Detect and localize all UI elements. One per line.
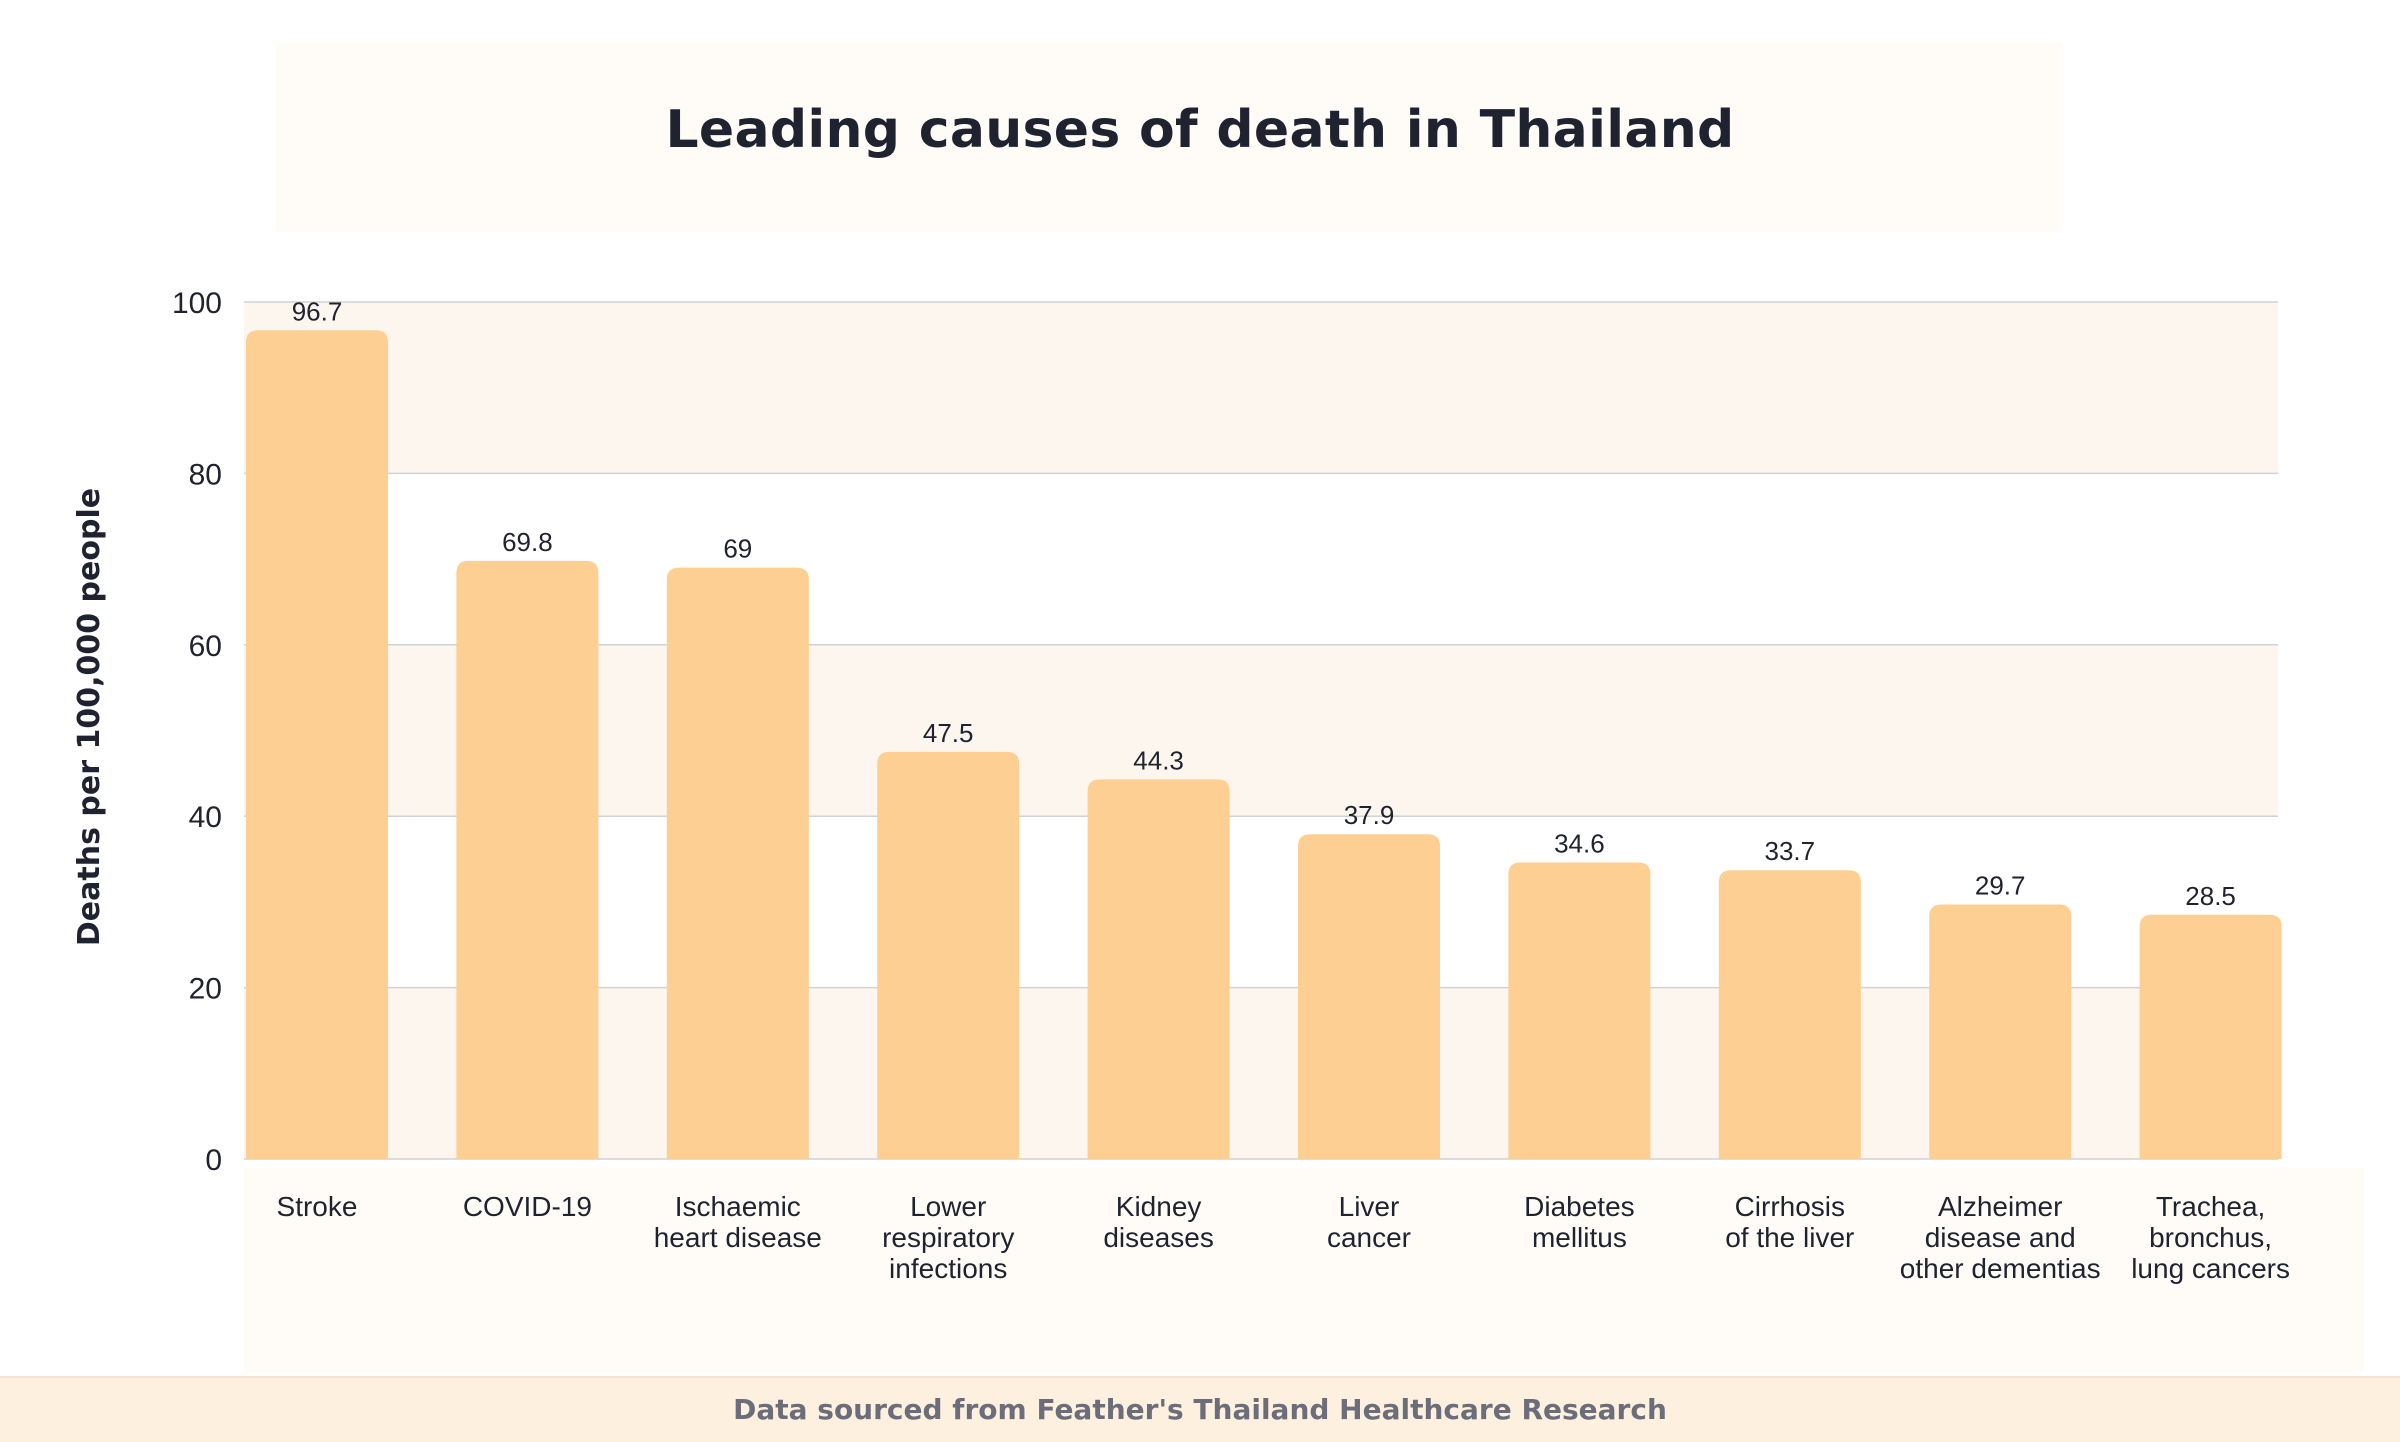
bar-9	[2139, 914, 2282, 1159]
y-tick-label: 100	[172, 287, 222, 320]
category-label-line: respiratory	[882, 1222, 1014, 1253]
bar-8	[1929, 904, 2072, 1159]
y-tick-label: 0	[205, 1144, 222, 1177]
category-label-line: Lower	[910, 1191, 986, 1222]
y-axis-label: Deaths per 100,000 people	[72, 487, 107, 947]
category-label-line: Ischaemic	[675, 1191, 801, 1222]
bar-chart: 0 20 40 60 80 100 96.7 69.8 69 47.5 44.3 37.9 34.6 3…	[172, 287, 2290, 1284]
category-label-line: lung cancers	[2131, 1253, 2290, 1284]
bars	[246, 330, 2282, 1159]
category-label-line: Stroke	[277, 1191, 358, 1222]
y-tick-label: 80	[189, 458, 222, 491]
category-label-line: other dementias	[1900, 1253, 2101, 1284]
band-4	[244, 302, 2278, 474]
y-tick-label: 20	[189, 973, 222, 1006]
value-label-0: 96.7	[292, 296, 343, 326]
value-label-5: 37.9	[1344, 800, 1395, 830]
category-labels: Stroke COVID-19 Ischaemic heart disease Lowe…	[277, 1191, 2290, 1284]
category-label-line: Kidney	[1116, 1191, 1202, 1222]
title-panel	[276, 42, 2062, 232]
category-label-1: COVID-19	[463, 1191, 592, 1222]
category-label-9: Trachea, bronchus, lung cancers	[2131, 1191, 2290, 1284]
value-label-6: 34.6	[1554, 828, 1605, 858]
chart-title: Leading causes of death in Thailand	[665, 100, 1735, 160]
category-label-4: Kidney diseases	[1103, 1191, 1214, 1253]
bar-3	[877, 751, 1020, 1159]
value-label-7: 33.7	[1764, 836, 1815, 866]
category-label-7: Cirrhosis of the liver	[1725, 1191, 1854, 1253]
value-label-2: 69	[723, 534, 752, 564]
y-tick-label: 40	[189, 801, 222, 834]
category-label-panel	[244, 1168, 2364, 1374]
value-label-4: 44.3	[1133, 745, 1184, 775]
value-labels: 96.7 69.8 69 47.5 44.3 37.9 34.6 33.7 29.7 28.5	[292, 296, 2236, 910]
category-label-line: mellitus	[1532, 1222, 1627, 1253]
category-label-3: Lower respiratory infections	[882, 1191, 1014, 1284]
category-label-6: Diabetes mellitus	[1524, 1191, 1635, 1253]
category-label-line: bronchus,	[2149, 1222, 2272, 1253]
category-label-line: of the liver	[1725, 1222, 1854, 1253]
category-label-0: Stroke	[277, 1191, 358, 1222]
category-label-line: disease and	[1925, 1222, 2076, 1253]
value-label-1: 69.8	[502, 527, 553, 557]
y-tick-label: 60	[189, 630, 222, 663]
category-label-line: heart disease	[654, 1222, 822, 1253]
bar-1	[456, 560, 599, 1159]
category-label-line: Diabetes	[1524, 1191, 1635, 1222]
y-axis-ticks: 0 20 40 60 80 100	[172, 287, 222, 1177]
source-footer: Data sourced from Feather's Thailand Hea…	[0, 1376, 2400, 1442]
value-label-8: 29.7	[1975, 870, 2026, 900]
category-label-line: infections	[889, 1253, 1007, 1284]
category-label-8: Alzheimer disease and other dementias	[1900, 1191, 2101, 1284]
category-label-line: Alzheimer	[1938, 1191, 2062, 1222]
bar-0	[246, 330, 388, 1159]
bar-5	[1298, 834, 1440, 1159]
category-label-5: Liver cancer	[1327, 1191, 1411, 1253]
bar-4	[1087, 779, 1230, 1159]
category-label-line: cancer	[1327, 1222, 1411, 1253]
category-label-2: Ischaemic heart disease	[654, 1191, 822, 1253]
category-label-line: diseases	[1103, 1222, 1214, 1253]
value-label-9: 28.5	[2185, 881, 2236, 911]
category-label-line: COVID-19	[463, 1191, 592, 1222]
bar-6	[1508, 862, 1651, 1159]
bar-7	[1718, 870, 1861, 1159]
bar-2	[666, 567, 809, 1159]
category-label-line: Trachea,	[2156, 1191, 2265, 1222]
value-label-3: 47.5	[923, 718, 974, 748]
category-label-line: Cirrhosis	[1735, 1191, 1845, 1222]
category-label-line: Liver	[1339, 1191, 1400, 1222]
